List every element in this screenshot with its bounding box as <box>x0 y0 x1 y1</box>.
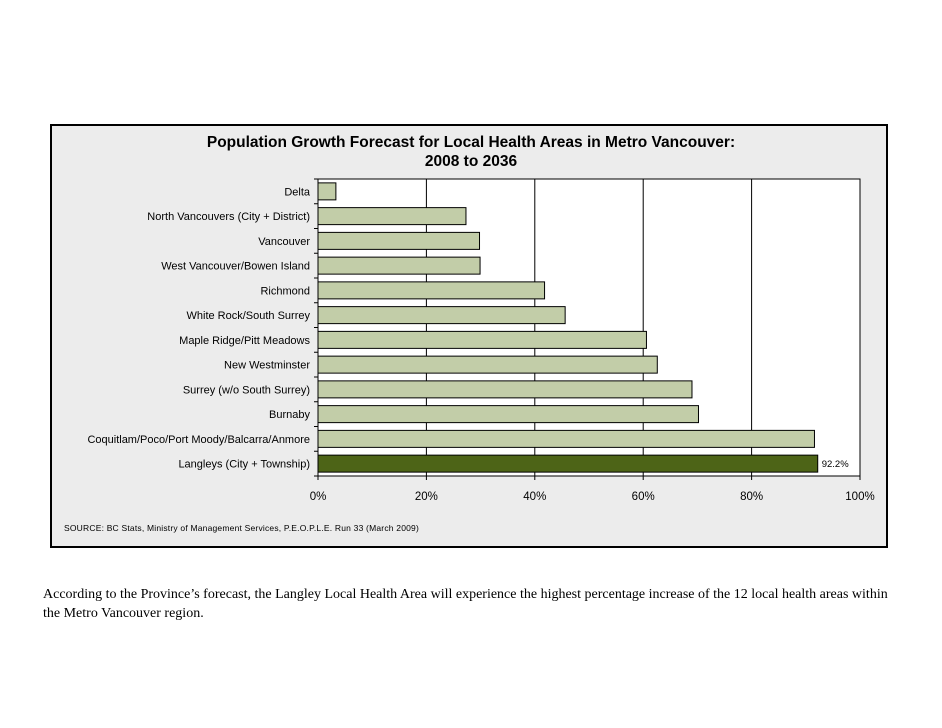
bar <box>317 231 481 250</box>
category-label: Vancouver <box>258 236 310 248</box>
bar <box>317 380 693 399</box>
category-label: West Vancouver/Bowen Island <box>161 261 310 273</box>
category-label: North Vancouvers (City + District) <box>147 211 310 223</box>
category-label: Langleys (City + Township) <box>178 459 310 471</box>
bar <box>317 306 566 325</box>
x-tick-label: 80% <box>740 491 763 503</box>
bar <box>317 207 467 226</box>
bar <box>317 256 481 275</box>
caption-text: According to the Province’s forecast, th… <box>43 587 888 621</box>
x-tick-label: 60% <box>632 491 655 503</box>
chart-frame: Population Growth Forecast for Local Hea… <box>50 124 888 548</box>
bar-chart: 0% 20% 40% 60% 80% 100% Delta North Vancouvers … <box>87 178 875 503</box>
plot-area <box>318 179 860 476</box>
chart-title: Population Growth Forecast for Local Hea… <box>206 134 736 151</box>
bar <box>317 454 819 473</box>
category-label: Maple Ridge/Pitt Meadows <box>179 335 310 347</box>
source-note: SOURCE: BC Stats, Ministry of Management… <box>64 523 420 533</box>
x-tick-label: 20% <box>415 491 438 503</box>
category-label: New Westminster <box>224 360 310 372</box>
bar <box>317 330 647 349</box>
x-tick-label: 0% <box>310 491 327 503</box>
bar <box>317 429 815 448</box>
bar <box>317 405 699 424</box>
category-label: Richmond <box>260 285 310 297</box>
category-label: Burnaby <box>269 409 310 421</box>
bar <box>317 182 337 201</box>
category-label: Delta <box>284 186 311 198</box>
category-label: Coquitlam/Poco/Port Moody/Balcarra/Anmor… <box>87 434 310 446</box>
x-tick-label: 100% <box>845 491 874 503</box>
category-label: White Rock/South Surrey <box>187 310 311 322</box>
x-tick-label: 40% <box>523 491 546 503</box>
bar <box>317 355 658 374</box>
bar <box>317 281 546 300</box>
category-label: Surrey (w/o South Surrey) <box>183 384 310 396</box>
chart-subtitle: 2008 to 2036 <box>424 153 518 170</box>
data-label: 92.2% <box>822 459 849 470</box>
